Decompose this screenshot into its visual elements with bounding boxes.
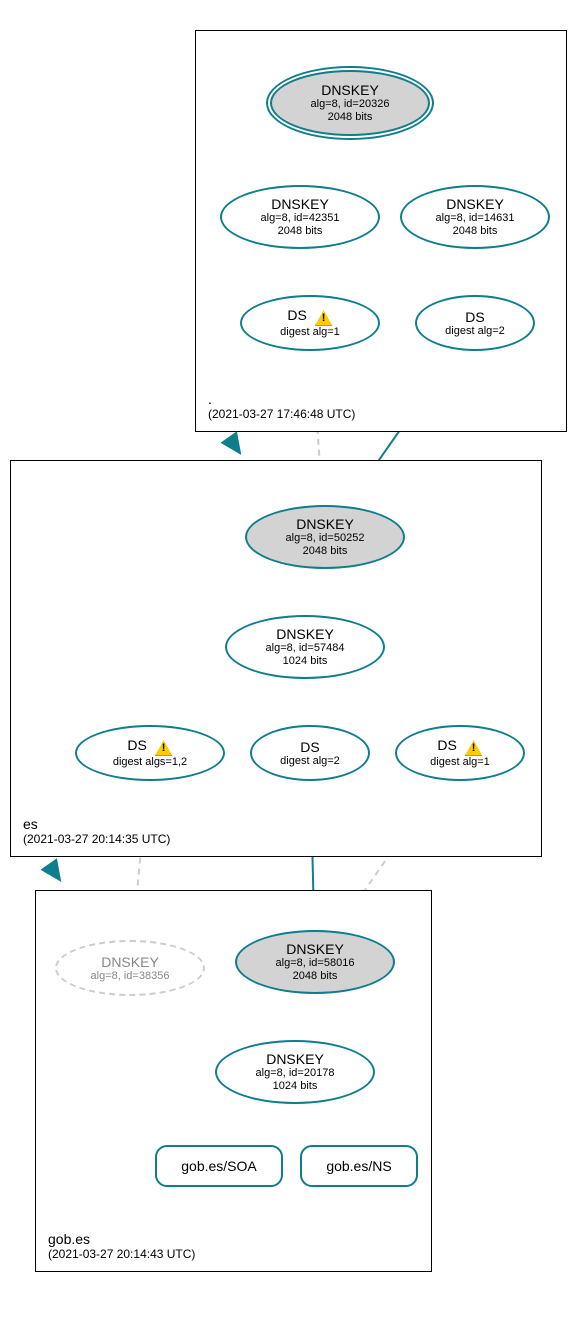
node-title: DS <box>465 309 484 325</box>
node-sub1: alg=8, id=42351 <box>261 212 340 225</box>
node-title: DNSKEY <box>296 516 354 532</box>
node-sub1: alg=8, id=38356 <box>91 970 170 983</box>
zone-name: es <box>23 816 170 832</box>
node-root_k3: DNSKEYalg=8, id=146312048 bits <box>400 185 550 249</box>
zone-timestamp: (2021-03-27 20:14:35 UTC) <box>23 832 170 846</box>
node-es_ksk: DNSKEYalg=8, id=502522048 bits <box>245 505 405 569</box>
node-title: DNSKEY <box>101 954 159 970</box>
zone-name: gob.es <box>48 1231 195 1247</box>
node-sub1: digest algs=1,2 <box>113 756 187 769</box>
warning-icon: ! <box>315 310 333 326</box>
node-es_ds2: DSdigest alg=2 <box>250 725 370 781</box>
node-sub1: alg=8, id=14631 <box>436 212 515 225</box>
zone-label: gob.es(2021-03-27 20:14:43 UTC) <box>48 1231 195 1261</box>
zone-timestamp: (2021-03-27 20:14:43 UTC) <box>48 1247 195 1261</box>
node-gob_ghost: DNSKEYalg=8, id=38356 <box>55 940 205 996</box>
warning-icon: ! <box>465 740 483 756</box>
node-sub1: digest alg=2 <box>280 755 340 768</box>
node-root_ds2: DSdigest alg=2 <box>415 295 535 351</box>
node-es_zsk: DNSKEYalg=8, id=574841024 bits <box>225 615 385 679</box>
node-sub2: 2048 bits <box>303 545 348 558</box>
zone-timestamp: (2021-03-27 17:46:48 UTC) <box>208 407 355 421</box>
zone-label: es(2021-03-27 20:14:35 UTC) <box>23 816 170 846</box>
node-gob_ns: gob.es/NS <box>300 1145 418 1187</box>
node-title: DNSKEY <box>321 82 379 98</box>
node-sub1: digest alg=2 <box>445 325 505 338</box>
zone-name: . <box>208 391 355 407</box>
node-sub2: 2048 bits <box>278 225 323 238</box>
node-sub1: alg=8, id=50252 <box>286 532 365 545</box>
warning-icon: ! <box>155 740 173 756</box>
node-sub1: alg=8, id=57484 <box>266 642 345 655</box>
zone-transition-arrow <box>40 858 69 887</box>
node-es_ds12: DS !digest algs=1,2 <box>75 725 225 781</box>
node-sub1: alg=8, id=20178 <box>256 1067 335 1080</box>
node-es_ds1: DS !digest alg=1 <box>395 725 525 781</box>
node-title: DS ! <box>287 307 332 326</box>
node-sub1: alg=8, id=58016 <box>276 957 355 970</box>
node-title: DS ! <box>127 737 172 756</box>
zone-label: .(2021-03-27 17:46:48 UTC) <box>208 391 355 421</box>
node-sub1: alg=8, id=20326 <box>311 98 390 111</box>
node-title: DS ! <box>437 737 482 756</box>
node-gob_ksk: DNSKEYalg=8, id=580162048 bits <box>235 930 395 994</box>
node-sub2: 2048 bits <box>328 111 373 124</box>
node-title: DS <box>300 739 319 755</box>
node-root_ksk: DNSKEYalg=8, id=203262048 bits <box>270 70 430 136</box>
node-sub1: digest alg=1 <box>430 756 490 769</box>
node-title: DNSKEY <box>276 626 334 642</box>
node-sub1: digest alg=1 <box>280 326 340 339</box>
node-title: gob.es/NS <box>326 1158 391 1174</box>
node-root_zsk: DNSKEYalg=8, id=423512048 bits <box>220 185 380 249</box>
node-sub2: 2048 bits <box>293 970 338 983</box>
node-title: DNSKEY <box>271 196 329 212</box>
node-sub2: 1024 bits <box>273 1080 318 1093</box>
zone-transition-arrow <box>220 431 249 460</box>
node-title: gob.es/SOA <box>181 1158 257 1174</box>
node-title: DNSKEY <box>446 196 504 212</box>
node-root_ds1: DS !digest alg=1 <box>240 295 380 351</box>
node-sub2: 1024 bits <box>283 655 328 668</box>
node-sub2: 2048 bits <box>453 225 498 238</box>
node-title: DNSKEY <box>286 941 344 957</box>
node-gob_soa: gob.es/SOA <box>155 1145 283 1187</box>
node-title: DNSKEY <box>266 1051 324 1067</box>
node-gob_zsk: DNSKEYalg=8, id=201781024 bits <box>215 1040 375 1104</box>
